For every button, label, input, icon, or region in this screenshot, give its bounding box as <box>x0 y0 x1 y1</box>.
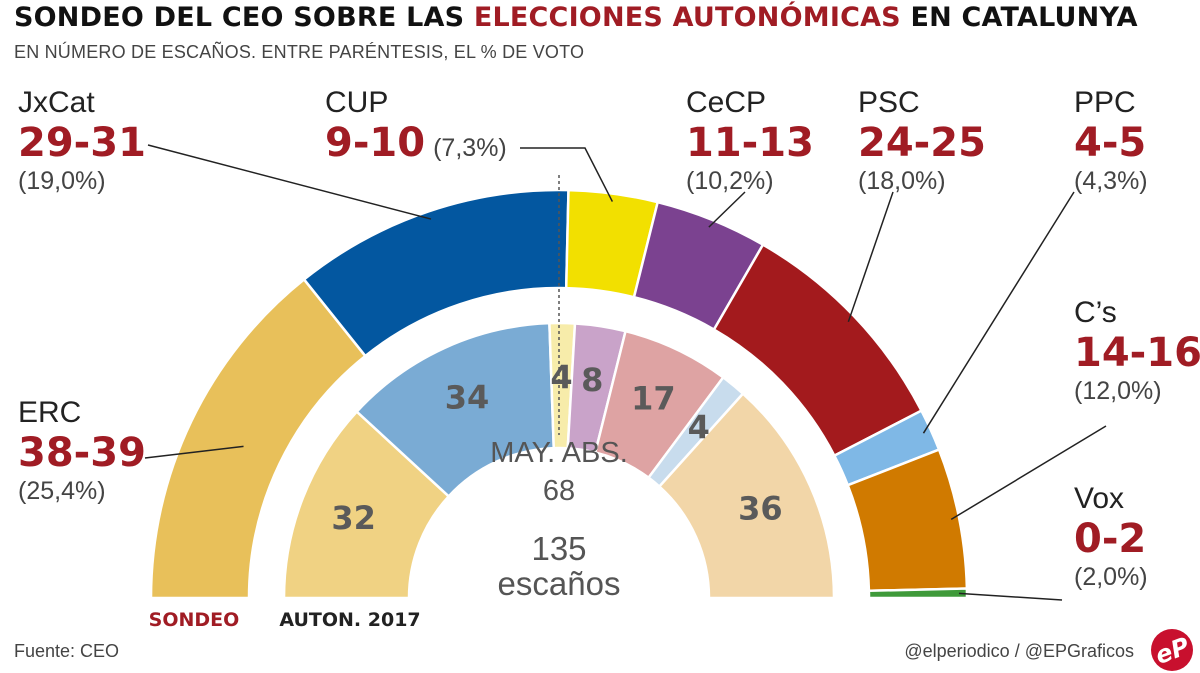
source-note: Fuente: CEO <box>14 641 120 661</box>
party-pct: (7,3%) <box>433 134 507 162</box>
elperiodico-logo-icon: eP <box>1151 629 1193 671</box>
auton-2017-label-jxcat: 34 <box>445 379 490 417</box>
party-seats: 11-13 <box>686 120 814 166</box>
sondeo-ring-label: SONDEO <box>149 609 240 631</box>
party-seats: 0-2 <box>1074 516 1147 562</box>
title-part2: EN CATALUNYA <box>900 2 1138 33</box>
party-label-erc: ERC 38-39 (25,4%) <box>18 396 146 506</box>
sondeo-segment-vox <box>867 587 969 600</box>
leader-line-ppc <box>922 191 1075 434</box>
party-pct: (10,2%) <box>686 167 774 195</box>
party-seats-value: 9-10 <box>325 120 426 166</box>
party-label-psc: PSC 24-25 (18,0%) <box>858 86 986 196</box>
party-name: PPC <box>1074 86 1136 119</box>
party-seats: 9-10 (7,3%) <box>325 120 507 171</box>
party-name: PSC <box>858 86 920 119</box>
sondeo-ring <box>149 188 969 600</box>
auton-2017-label-cs: 36 <box>738 489 783 527</box>
party-label-cecp: CeCP 11-13 (10,2%) <box>686 86 814 196</box>
auton-2017-segment-cs <box>657 391 836 600</box>
party-seats: 14-16 <box>1074 330 1200 376</box>
total-seats-value: 135 <box>531 530 586 567</box>
leader-line-jxcat <box>147 144 432 220</box>
auton-2017-label-cecp: 8 <box>581 361 603 399</box>
party-name: Vox <box>1074 482 1125 515</box>
leader-line-psc <box>847 191 894 323</box>
leader-line-cs <box>950 425 1107 521</box>
party-pct: (18,0%) <box>858 167 946 195</box>
party-name: ERC <box>18 396 82 429</box>
party-pct: (19,0%) <box>18 167 106 195</box>
total-seats-unit: escaños <box>498 565 621 602</box>
leader-line-cecp <box>708 191 746 228</box>
party-seats: 4-5 <box>1074 120 1147 166</box>
party-name: CeCP <box>686 86 767 119</box>
auton-2017-label-cup: 4 <box>550 359 572 397</box>
party-label-ppc: PPC 4-5 (4,3%) <box>1074 86 1148 196</box>
majority-label: MAY. ABS. <box>490 437 628 469</box>
auton-2017-label-ppc: 4 <box>688 408 710 446</box>
leader-lines <box>144 144 1107 601</box>
party-pct: (25,4%) <box>18 477 106 505</box>
title-highlight: ELECCIONES AUTONÓMICAS <box>473 2 901 33</box>
party-label-jxcat: JxCat 29-31 (19,0%) <box>18 86 146 196</box>
party-pct: (2,0%) <box>1074 563 1148 591</box>
party-seats: 38-39 <box>18 430 146 476</box>
party-seats: 29-31 <box>18 120 146 166</box>
majority-value: 68 <box>543 475 575 507</box>
party-label-cs: C’s 14-16 (12,0%) <box>1074 296 1200 406</box>
auton-2017-label-erc: 32 <box>331 499 376 537</box>
party-label-cup: CUP 9-10 (7,3%) <box>325 86 507 171</box>
title-part1: SONDEO DEL CEO SOBRE LAS <box>14 2 474 33</box>
auton-2017-label-psc: 17 <box>631 380 676 418</box>
party-label-vox: Vox 0-2 (2,0%) <box>1074 482 1148 592</box>
auton-2017-ring-label: AUTON. 2017 <box>279 609 420 631</box>
party-pct: (12,0%) <box>1074 377 1162 405</box>
auton-2017-ring <box>282 321 836 600</box>
party-name: C’s <box>1074 296 1117 329</box>
credit-note: @elperiodico / @EPGraficos <box>904 641 1134 661</box>
party-name: JxCat <box>18 86 95 119</box>
chart-title: SONDEO DEL CEO SOBRE LAS ELECCIONES AUTO… <box>14 2 1138 33</box>
leader-line-cup <box>520 147 614 202</box>
party-seats: 24-25 <box>858 120 986 166</box>
leader-line-erc <box>144 445 244 459</box>
leader-line-vox <box>958 592 1063 601</box>
party-name: CUP <box>325 86 389 119</box>
chart-subtitle: EN NÚMERO DE ESCAÑOS. ENTRE PARÉNTESIS, … <box>14 42 585 62</box>
party-pct: (4,3%) <box>1074 167 1148 195</box>
